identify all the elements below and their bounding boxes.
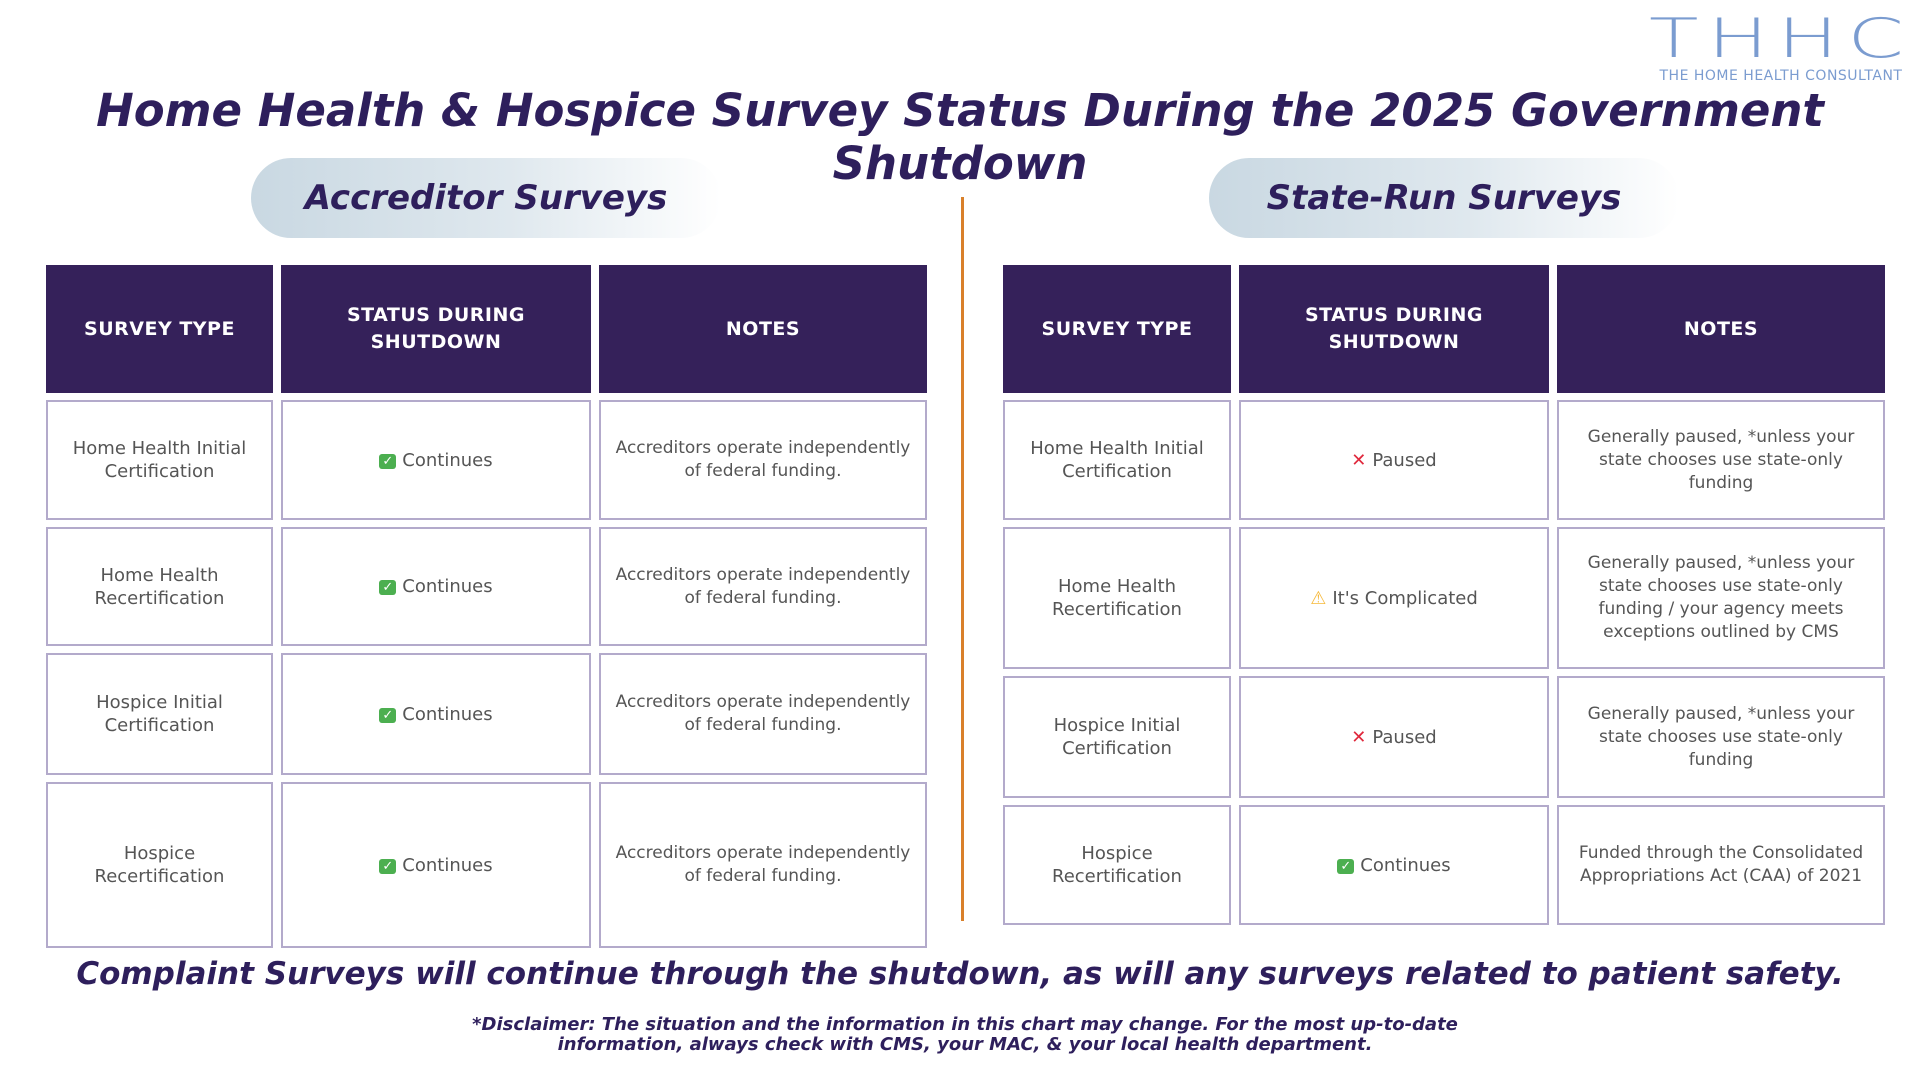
- notes-cell: Generally paused, *unless your state cho…: [1557, 400, 1885, 520]
- header-row: SURVEY TYPE STATUS DURING SHUTDOWN NOTES: [46, 265, 927, 393]
- status-cell: ⚠ It's Complicated: [1239, 527, 1549, 669]
- table-row: Hospice Recertification ✓ Continues Funde…: [1003, 805, 1885, 925]
- notes-cell: Generally paused, *unless your state cho…: [1557, 676, 1885, 798]
- status-text: Continues: [1360, 854, 1451, 876]
- x-icon: ✕: [1351, 449, 1367, 471]
- thhc-logo: THHC THE HOME HEALTH CONSULTANT: [1649, 7, 1913, 85]
- survey-type: Home Health Recertification: [94, 564, 225, 609]
- notes-text: Accreditors operate independently of fed…: [615, 438, 911, 481]
- survey-type: Hospice Initial Certification: [96, 692, 223, 736]
- notes-text: Accreditors operate independently of fed…: [615, 692, 911, 735]
- table-row: Hospice Initial Certification ✓ Continues…: [46, 653, 927, 775]
- survey-type-cell: Hospice Initial Certification: [46, 653, 273, 775]
- survey-type-cell: Hospice Recertification: [46, 782, 273, 948]
- column-header: NOTES: [1557, 265, 1885, 393]
- status-text: Continues: [402, 576, 493, 597]
- notes-text: Accreditors operate independently of fed…: [615, 843, 911, 886]
- status-text: Continues: [402, 449, 493, 471]
- column-header: STATUS DURING SHUTDOWN: [1239, 265, 1549, 393]
- section-divider: [961, 197, 964, 921]
- survey-type: Hospice Recertification: [1052, 843, 1182, 887]
- disclaimer-line: information, always check with CMS, your…: [557, 1034, 1373, 1055]
- check-icon: ✓: [379, 702, 402, 727]
- disclaimer-line: *Disclaimer: The situation and the infor…: [472, 1014, 1458, 1035]
- table-row: Hospice Recertification ✓ Continues Accre…: [46, 782, 927, 948]
- notes-text: Generally paused, *unless your state cho…: [1587, 426, 1855, 493]
- status-cell: ✓ Continues: [281, 527, 591, 646]
- survey-type-cell: Home Health Recertification: [46, 527, 273, 646]
- status-cell: ✓ Continues: [281, 782, 591, 948]
- status-cell: ✓ Continues: [281, 400, 591, 520]
- state-heading: State-Run Surveys: [1209, 158, 1679, 238]
- status-text: Paused: [1372, 449, 1437, 471]
- warning-icon: ⚠: [1310, 587, 1327, 609]
- column-header: SURVEY TYPE: [46, 265, 273, 393]
- survey-type: Hospice Recertification: [94, 843, 225, 887]
- check-icon: ✓: [1337, 853, 1360, 878]
- table-row: Home Health Initial Certification ✓ Conti…: [46, 400, 927, 520]
- disclaimer: *Disclaimer: The situation and the infor…: [0, 1015, 1920, 1055]
- x-icon: ✕: [1351, 726, 1367, 748]
- footer-note: Complaint Surveys will continue through …: [76, 956, 1844, 992]
- header-row: SURVEY TYPE STATUS DURING SHUTDOWN NOTES: [1003, 265, 1885, 393]
- survey-type: Hospice Initial Certification: [1053, 715, 1181, 759]
- column-header: STATUS DURING SHUTDOWN: [281, 265, 591, 393]
- check-icon: ✓: [379, 574, 402, 599]
- survey-type-cell: Home Health Recertification: [1003, 527, 1231, 669]
- accreditor-heading: Accreditor Surveys: [251, 158, 721, 238]
- logo-tagline: THE HOME HEALTH CONSULTANT: [1659, 68, 1903, 84]
- survey-type-cell: Home Health Initial Certification: [46, 400, 273, 520]
- notes-cell: Accreditors operate independently of fed…: [599, 653, 927, 775]
- table-row: Home Health Recertification ✓ Continues A…: [46, 527, 927, 646]
- page-title: Home Health & Hospice Survey Status Duri…: [96, 84, 1824, 190]
- status-cell: ✕ Paused: [1239, 400, 1549, 520]
- notes-cell: Generally paused, *unless your state cho…: [1557, 527, 1885, 669]
- table-row: Home Health Recertification ⚠ It's Compli…: [1003, 527, 1885, 669]
- survey-type-cell: Hospice Recertification: [1003, 805, 1231, 925]
- logo-mark: THHC: [1649, 7, 1913, 70]
- status-cell: ✓ Continues: [281, 653, 591, 775]
- notes-cell: Accreditors operate independently of fed…: [599, 400, 927, 520]
- status-text: Paused: [1372, 726, 1437, 748]
- survey-type-cell: Home Health Initial Certification: [1003, 400, 1231, 520]
- notes-cell: Accreditors operate independently of fed…: [599, 527, 927, 646]
- table-row: Hospice Initial Certification ✕ Paused Ge…: [1003, 676, 1885, 798]
- column-header: SURVEY TYPE: [1003, 265, 1231, 393]
- status-text: Continues: [402, 703, 493, 725]
- status-text: It's Complicated: [1332, 587, 1478, 609]
- state-table: SURVEY TYPE STATUS DURING SHUTDOWN NOTES H…: [1003, 265, 1885, 932]
- notes-cell: Accreditors operate independently of fed…: [599, 782, 927, 948]
- check-icon: ✓: [379, 448, 402, 473]
- survey-type: Home Health Initial Certification: [1030, 438, 1204, 482]
- notes-text: Generally paused, *unless your state cho…: [1587, 703, 1855, 770]
- table-row: Home Health Initial Certification ✕ Pause…: [1003, 400, 1885, 520]
- notes-text: Accreditors operate independently of fed…: [615, 564, 911, 608]
- notes-text: Generally paused, *unless your state cho…: [1587, 553, 1855, 642]
- column-header: NOTES: [599, 265, 927, 393]
- status-cell: ✓ Continues: [1239, 805, 1549, 925]
- notes-cell: Funded through the Consolidated Appropri…: [1557, 805, 1885, 925]
- survey-type: Home Health Initial Certification: [72, 438, 247, 482]
- survey-type-cell: Hospice Initial Certification: [1003, 676, 1231, 798]
- survey-type: Home Health Recertification: [1052, 576, 1182, 620]
- status-text: Continues: [402, 854, 493, 876]
- accreditor-table: SURVEY TYPE STATUS DURING SHUTDOWN NOTES H…: [46, 265, 927, 955]
- notes-text: Funded through the Consolidated Appropri…: [1578, 843, 1864, 886]
- check-icon: ✓: [379, 853, 402, 878]
- status-cell: ✕ Paused: [1239, 676, 1549, 798]
